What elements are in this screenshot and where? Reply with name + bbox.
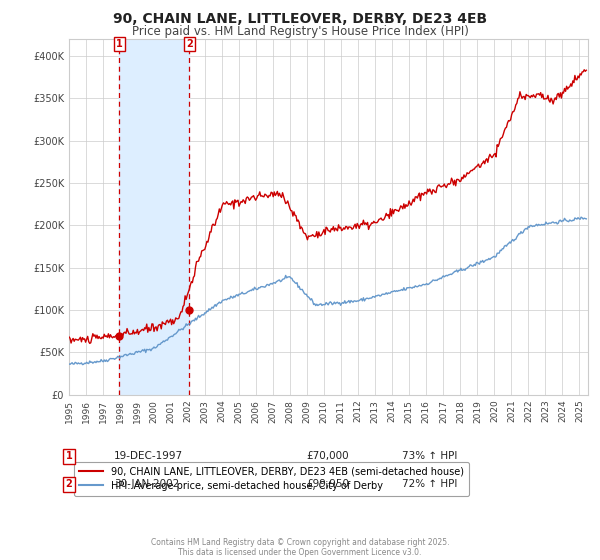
Text: £99,950: £99,950: [306, 479, 349, 489]
Text: 19-DEC-1997: 19-DEC-1997: [114, 451, 183, 461]
Text: 2: 2: [186, 39, 193, 49]
Text: 1: 1: [116, 39, 123, 49]
Text: Price paid vs. HM Land Registry's House Price Index (HPI): Price paid vs. HM Land Registry's House …: [131, 25, 469, 38]
Text: 2: 2: [65, 479, 73, 489]
Text: 72% ↑ HPI: 72% ↑ HPI: [402, 479, 457, 489]
Text: £70,000: £70,000: [306, 451, 349, 461]
Text: 30-JAN-2002: 30-JAN-2002: [114, 479, 179, 489]
Bar: [119, 39, 190, 395]
Text: 1: 1: [65, 451, 73, 461]
Text: 73% ↑ HPI: 73% ↑ HPI: [402, 451, 457, 461]
Legend: 90, CHAIN LANE, LITTLEOVER, DERBY, DE23 4EB (semi-detached house), HPI: Average : 90, CHAIN LANE, LITTLEOVER, DERBY, DE23 …: [74, 462, 469, 496]
Text: 90, CHAIN LANE, LITTLEOVER, DERBY, DE23 4EB: 90, CHAIN LANE, LITTLEOVER, DERBY, DE23 …: [113, 12, 487, 26]
Text: Contains HM Land Registry data © Crown copyright and database right 2025.
This d: Contains HM Land Registry data © Crown c…: [151, 538, 449, 557]
